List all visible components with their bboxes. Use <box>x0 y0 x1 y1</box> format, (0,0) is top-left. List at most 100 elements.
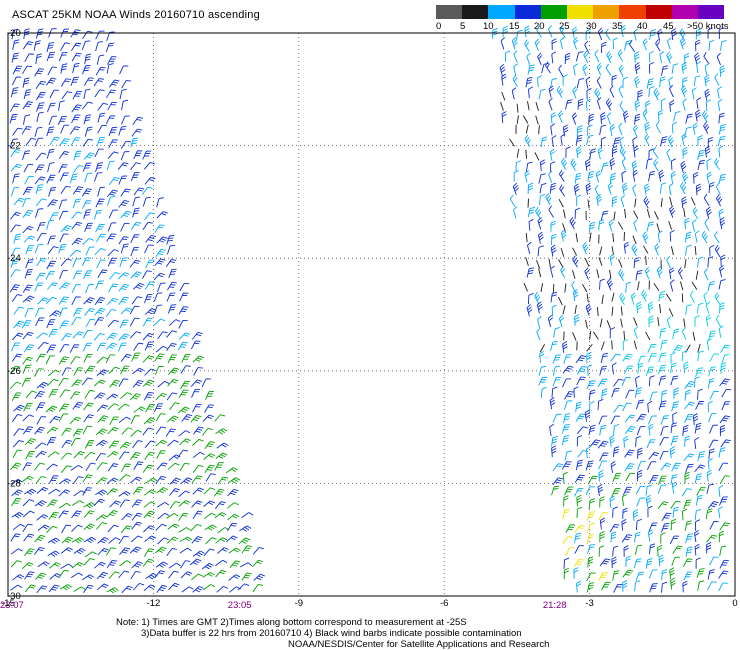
wind-barb <box>694 422 702 434</box>
wind-barb <box>576 435 583 447</box>
wind-barb <box>551 51 557 64</box>
wind-barb <box>83 523 96 531</box>
wind-barb <box>646 208 651 218</box>
wind-barb <box>605 28 611 41</box>
wind-barb <box>623 545 629 557</box>
wind-barb <box>516 103 519 113</box>
wind-barb <box>647 529 654 542</box>
wind-barb <box>706 542 712 554</box>
wind-barb <box>178 490 191 498</box>
wind-barb <box>73 547 86 555</box>
wind-barb <box>49 212 59 222</box>
wind-barb <box>715 314 722 328</box>
wind-barb <box>59 584 72 591</box>
wind-barb <box>636 497 646 507</box>
wind-barb <box>695 109 701 122</box>
wind-barb <box>684 520 692 531</box>
wind-barb <box>181 586 194 593</box>
wind-barb <box>130 234 140 244</box>
wind-barb <box>191 536 203 544</box>
wind-barb <box>585 182 592 195</box>
wind-barb <box>707 400 713 413</box>
wind-barb <box>82 30 93 40</box>
wind-barb <box>501 91 506 101</box>
wind-barb <box>181 414 193 422</box>
wind-barb <box>34 442 47 450</box>
wind-barb <box>574 487 584 497</box>
wind-barb <box>719 522 730 531</box>
note-line-1: Note: 1) Times are GMT 2)Times along bot… <box>116 617 467 628</box>
wind-barb <box>718 173 726 185</box>
wind-barb <box>22 499 35 507</box>
wind-barb <box>156 462 168 470</box>
wind-barb <box>168 319 181 326</box>
wind-barb <box>106 587 119 594</box>
wind-barb <box>659 327 667 339</box>
wind-barb <box>598 219 605 231</box>
wind-barb <box>617 49 624 62</box>
wind-barb <box>718 570 729 579</box>
wind-barb <box>708 366 716 377</box>
wind-barb <box>721 354 730 364</box>
wind-barb <box>597 378 608 388</box>
wind-barb <box>156 450 166 460</box>
wind-barb <box>653 159 659 172</box>
wind-barb <box>565 524 576 533</box>
wind-barb <box>681 85 688 98</box>
wind-barb <box>682 508 688 521</box>
wind-barb <box>549 397 556 410</box>
wind-barb <box>599 558 611 567</box>
wind-barb <box>671 556 680 567</box>
wind-barb <box>82 329 93 339</box>
wind-barb <box>527 292 534 305</box>
wind-barb <box>612 472 622 482</box>
wind-barb <box>611 306 614 316</box>
wind-barb <box>168 367 180 375</box>
wind-barb <box>47 282 59 290</box>
wind-barb <box>612 137 621 148</box>
wind-barb <box>166 548 177 557</box>
wind-barb <box>653 282 660 291</box>
wind-barb <box>709 556 719 566</box>
wind-barb <box>59 282 71 290</box>
wind-barb <box>550 123 556 136</box>
wind-barb <box>107 319 120 328</box>
wind-barb <box>73 451 85 459</box>
wind-barb <box>551 38 557 50</box>
wind-barb <box>685 304 692 315</box>
wind-barb <box>703 291 708 305</box>
wind-barb <box>106 233 117 242</box>
wind-barb <box>649 29 657 40</box>
wind-barb <box>10 478 23 485</box>
wind-barb <box>636 518 642 531</box>
wind-barb <box>563 557 570 569</box>
wind-barb <box>118 126 127 136</box>
wind-barb <box>619 136 624 149</box>
wind-barb <box>239 525 252 532</box>
wind-barb <box>118 491 131 497</box>
wind-barb <box>131 352 141 362</box>
wind-barb <box>583 50 589 64</box>
wind-barb <box>120 151 130 161</box>
wind-barb <box>177 449 189 458</box>
wind-barb <box>585 486 595 496</box>
wind-barb <box>11 489 23 497</box>
wind-barb <box>35 152 47 161</box>
wind-barb <box>695 494 703 506</box>
wind-barb <box>58 377 69 387</box>
wind-barb <box>22 209 33 219</box>
wind-barb <box>21 320 32 329</box>
wind-barb <box>609 434 615 447</box>
wind-barb <box>70 29 81 38</box>
wind-barb <box>107 257 117 267</box>
wind-barb <box>527 182 534 194</box>
wind-barb <box>58 199 67 210</box>
wind-barb <box>193 426 204 435</box>
wind-barb <box>612 570 620 581</box>
wind-barb <box>682 580 688 593</box>
wind-barb <box>10 149 21 158</box>
wind-barb <box>671 462 681 472</box>
wind-barb <box>648 452 660 460</box>
wind-barb <box>552 463 564 472</box>
wind-barb <box>85 283 94 294</box>
